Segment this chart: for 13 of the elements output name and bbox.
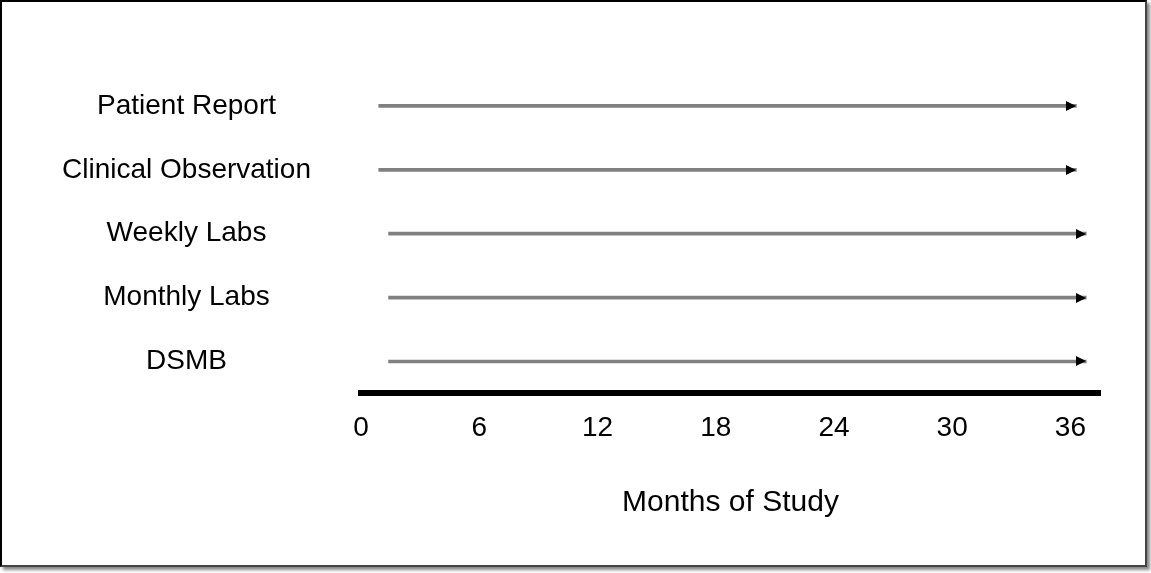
- x-tick-label: 6: [471, 410, 488, 442]
- x-axis-title: Months of Study: [622, 484, 839, 518]
- x-tick-label: 12: [581, 410, 614, 442]
- y-tick-label: Patient Report: [97, 88, 277, 120]
- y-tick-label: Clinical Observation: [62, 152, 311, 184]
- x-tick-label: 36: [1054, 410, 1087, 442]
- x-tick-label: 18: [700, 410, 732, 442]
- y-tick-label: DSMB: [146, 344, 227, 376]
- x-tick-label: 0: [353, 410, 369, 442]
- x-tick-label: 30: [936, 410, 968, 442]
- x-tick-label: 24: [818, 410, 850, 442]
- y-tick-label: Weekly Labs: [106, 216, 267, 248]
- y-tick-label: Monthly Labs: [103, 280, 270, 312]
